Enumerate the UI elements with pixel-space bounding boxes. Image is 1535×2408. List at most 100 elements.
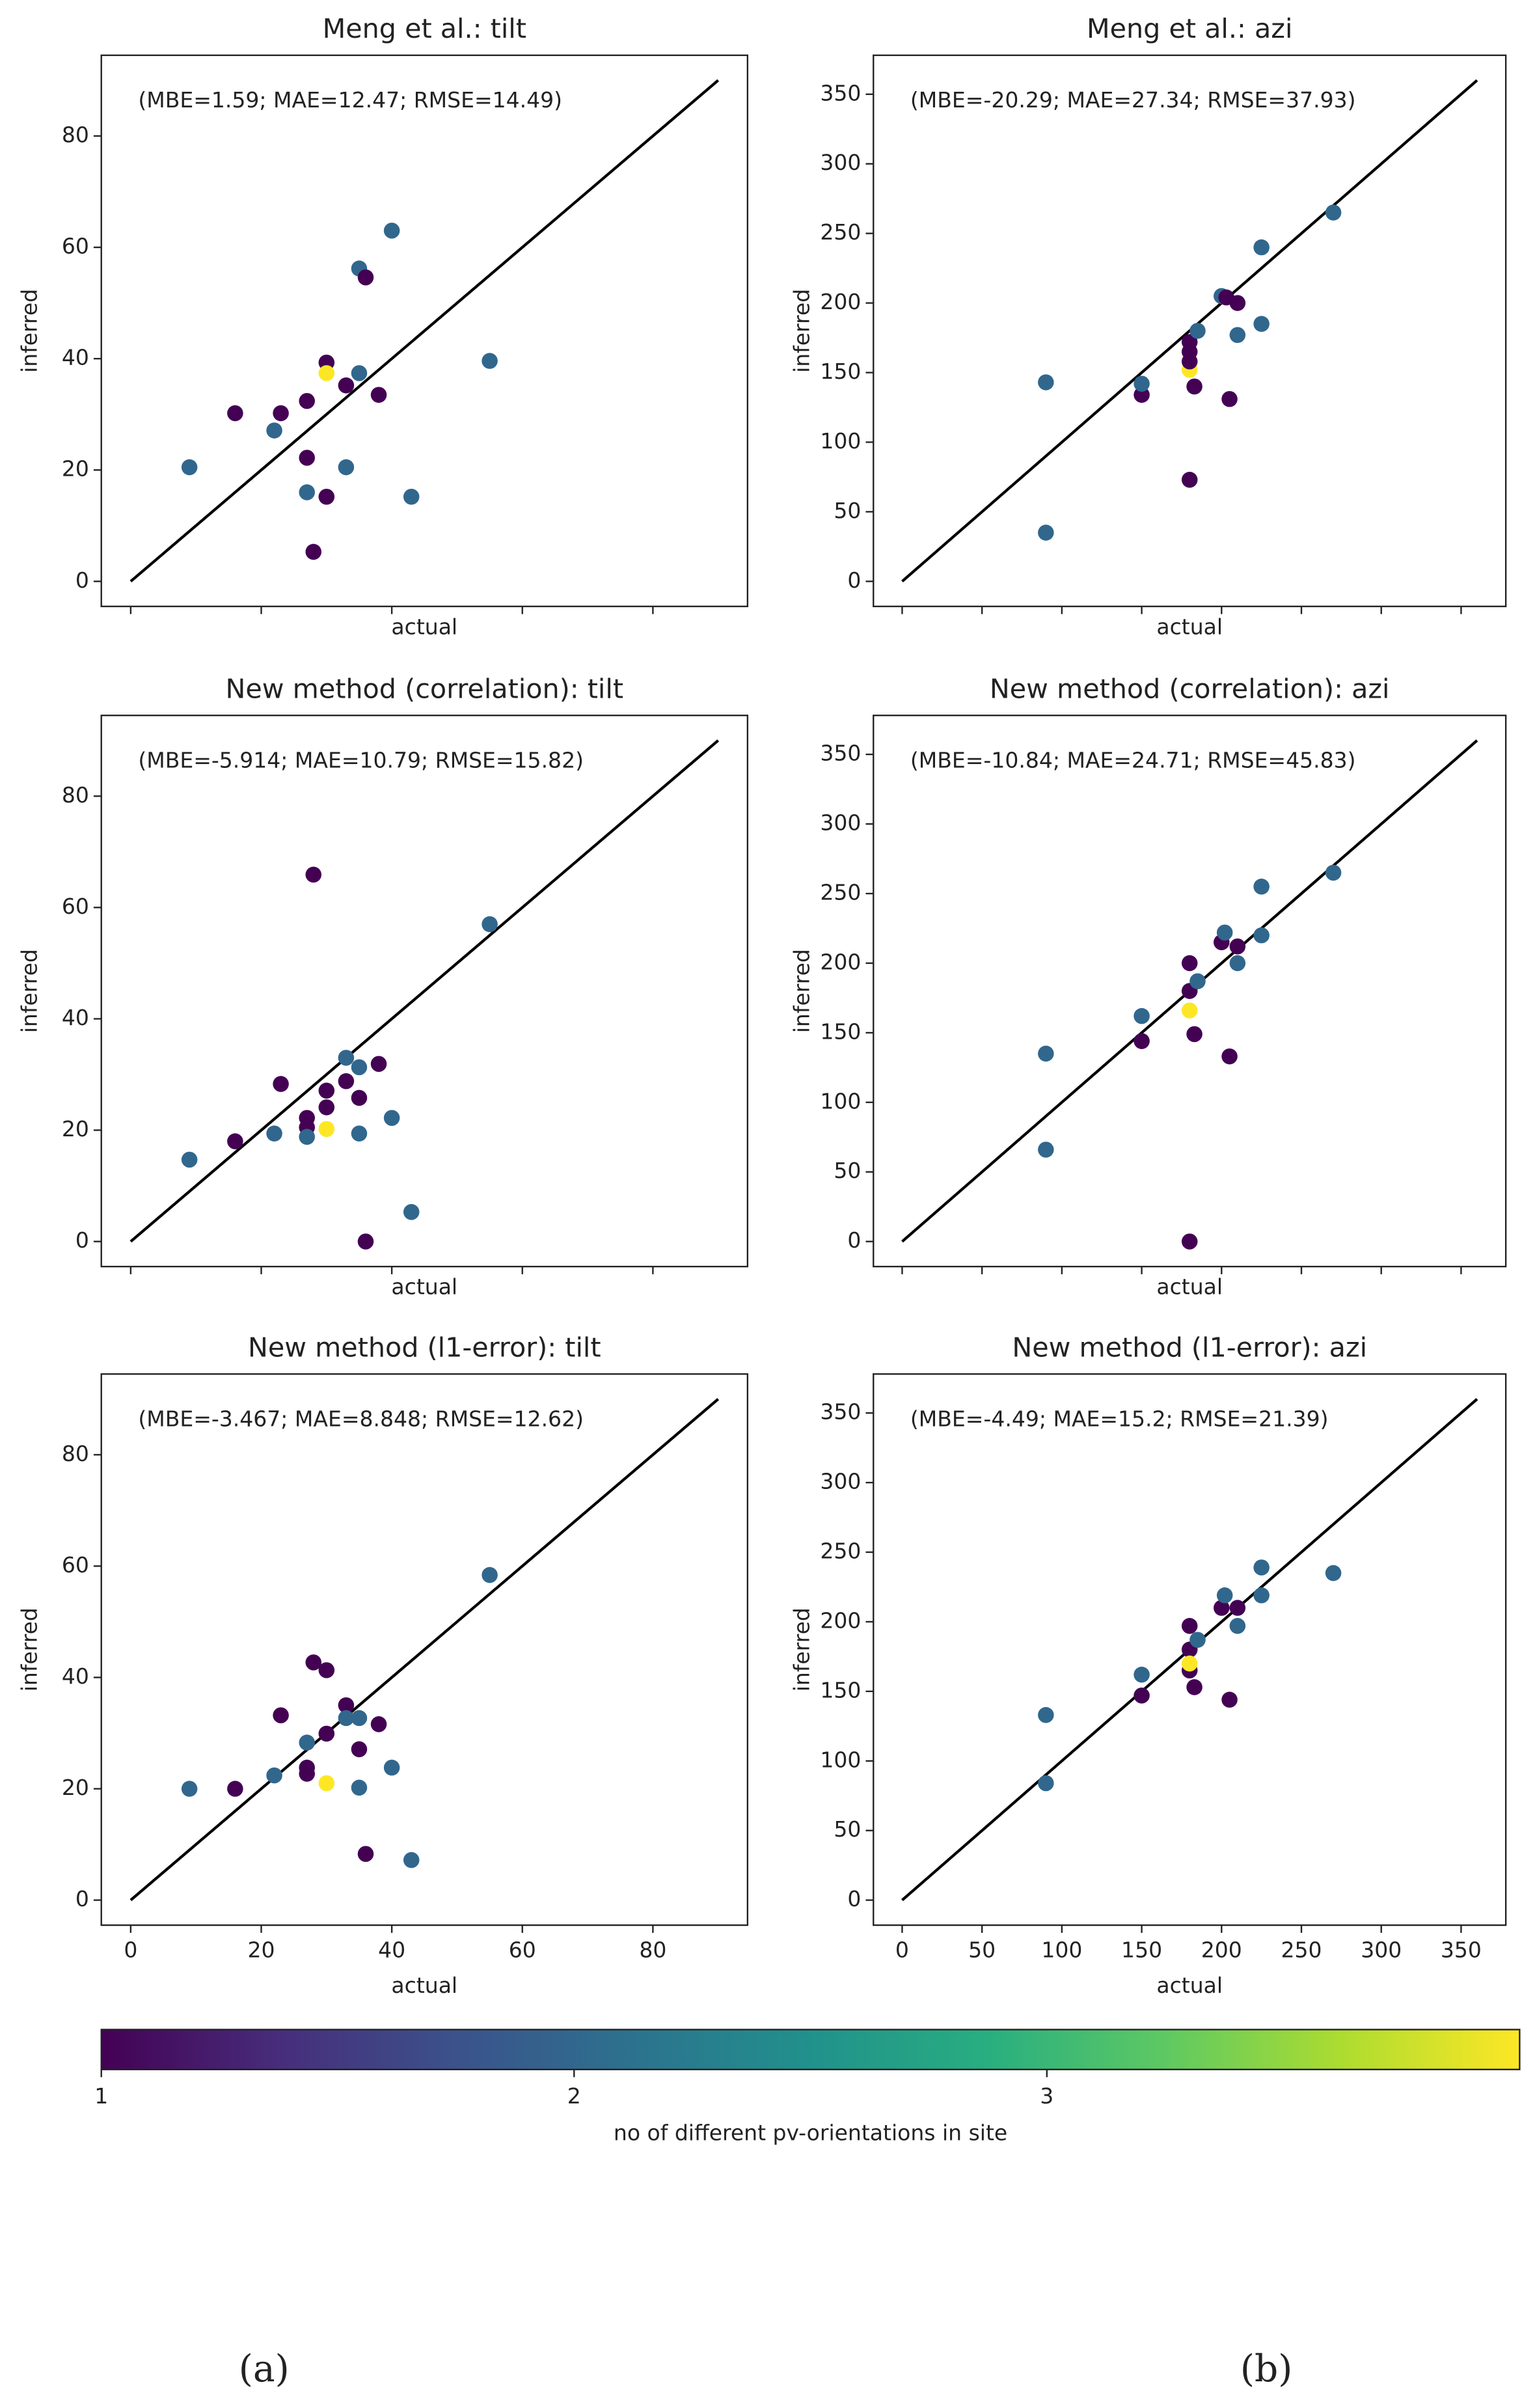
point	[1229, 1600, 1246, 1616]
point	[181, 1781, 198, 1797]
point	[227, 1133, 243, 1149]
point	[338, 459, 355, 476]
point	[1229, 295, 1246, 311]
annotation: (MBE=-4.49; MAE=15.2; RMSE=21.39)	[910, 1406, 1329, 1432]
x-tick-label: 60	[509, 1937, 536, 1963]
y-tick-label: 50	[834, 498, 861, 523]
y-tick-label: 60	[62, 234, 89, 259]
x-axis-label: actual	[391, 1274, 457, 1300]
colorbar-tick-label: 1	[94, 2083, 108, 2109]
chart-title: New method (l1-error): azi	[1012, 1332, 1367, 1363]
point	[299, 392, 315, 409]
chart-title: New method (correlation): azi	[990, 674, 1390, 705]
y-tick-label: 20	[62, 1775, 89, 1800]
reference-line	[129, 79, 720, 582]
x-tick-label: 200	[1201, 1937, 1242, 1963]
x-tick-label: 80	[639, 1937, 666, 1963]
point	[1181, 1002, 1198, 1019]
point	[1189, 1632, 1206, 1648]
reference-line	[129, 739, 720, 1243]
point	[1189, 973, 1206, 989]
point	[1229, 1618, 1246, 1634]
point	[351, 1710, 368, 1727]
annotation: (MBE=-3.467; MAE=8.848; RMSE=12.62)	[138, 1406, 584, 1432]
point	[299, 1766, 315, 1782]
point	[318, 488, 335, 505]
point	[318, 1121, 335, 1138]
point	[227, 1781, 243, 1797]
point	[266, 1125, 282, 1142]
reference-line	[129, 1398, 720, 1902]
y-tick-label: 0	[75, 568, 89, 593]
point	[1221, 1048, 1238, 1065]
point	[1181, 955, 1198, 972]
y-tick-label: 300	[820, 1469, 861, 1494]
y-tick-label: 60	[62, 1552, 89, 1578]
y-tick-label: 0	[75, 1886, 89, 1911]
point	[299, 450, 315, 466]
y-tick-label: 200	[820, 289, 861, 314]
point	[305, 1654, 322, 1671]
y-tick-label: 250	[820, 879, 861, 905]
point	[1253, 879, 1270, 895]
point	[266, 1767, 282, 1784]
point	[318, 1775, 335, 1792]
point	[318, 1662, 335, 1678]
axes-frame	[100, 54, 749, 607]
axes-frame	[873, 54, 1507, 607]
point	[181, 1151, 198, 1168]
annotation: (MBE=-5.914; MAE=10.79; RMSE=15.82)	[138, 748, 584, 773]
point	[1221, 1691, 1238, 1708]
point	[351, 1779, 368, 1796]
x-tick-label: 300	[1361, 1937, 1402, 1963]
point	[338, 1050, 355, 1066]
point	[1038, 1775, 1054, 1792]
point	[318, 1082, 335, 1099]
y-tick-label: 20	[62, 1116, 89, 1142]
point	[273, 1076, 289, 1092]
point	[1216, 924, 1233, 941]
y-tick-label: 350	[820, 80, 861, 105]
point	[351, 1059, 368, 1076]
point	[318, 365, 335, 381]
point	[273, 1707, 289, 1723]
point	[299, 1129, 315, 1145]
point	[357, 1846, 374, 1862]
point	[1038, 1045, 1054, 1062]
y-tick-label: 250	[820, 219, 861, 245]
point	[227, 405, 243, 422]
annotation: (MBE=1.59; MAE=12.47; RMSE=14.49)	[138, 87, 562, 113]
point	[1181, 1233, 1198, 1250]
point	[1253, 316, 1270, 332]
y-tick-label: 0	[847, 568, 861, 593]
point	[1229, 955, 1246, 972]
point	[1325, 204, 1342, 221]
point	[1253, 1587, 1270, 1604]
y-tick-label: 300	[820, 810, 861, 836]
x-axis-label: actual	[1156, 1274, 1223, 1300]
point	[403, 488, 420, 505]
point	[338, 1710, 355, 1727]
point	[383, 1759, 400, 1776]
point	[266, 422, 282, 439]
y-tick-label: 200	[820, 949, 861, 974]
x-axis-label: actual	[391, 614, 457, 639]
point	[1134, 1666, 1150, 1683]
point	[1221, 390, 1238, 407]
y-tick-label: 200	[820, 1608, 861, 1633]
point	[181, 459, 198, 476]
point	[1186, 1679, 1202, 1695]
axes-frame	[873, 715, 1507, 1268]
y-tick-label: 150	[820, 1019, 861, 1044]
point	[305, 543, 322, 560]
y-tick-label: 0	[75, 1227, 89, 1253]
axes-frame	[100, 1373, 749, 1926]
point	[1038, 374, 1054, 390]
x-tick-label: 50	[968, 1937, 996, 1963]
point	[338, 1073, 355, 1089]
point	[273, 405, 289, 422]
point	[403, 1852, 420, 1868]
y-tick-label: 100	[820, 1088, 861, 1114]
